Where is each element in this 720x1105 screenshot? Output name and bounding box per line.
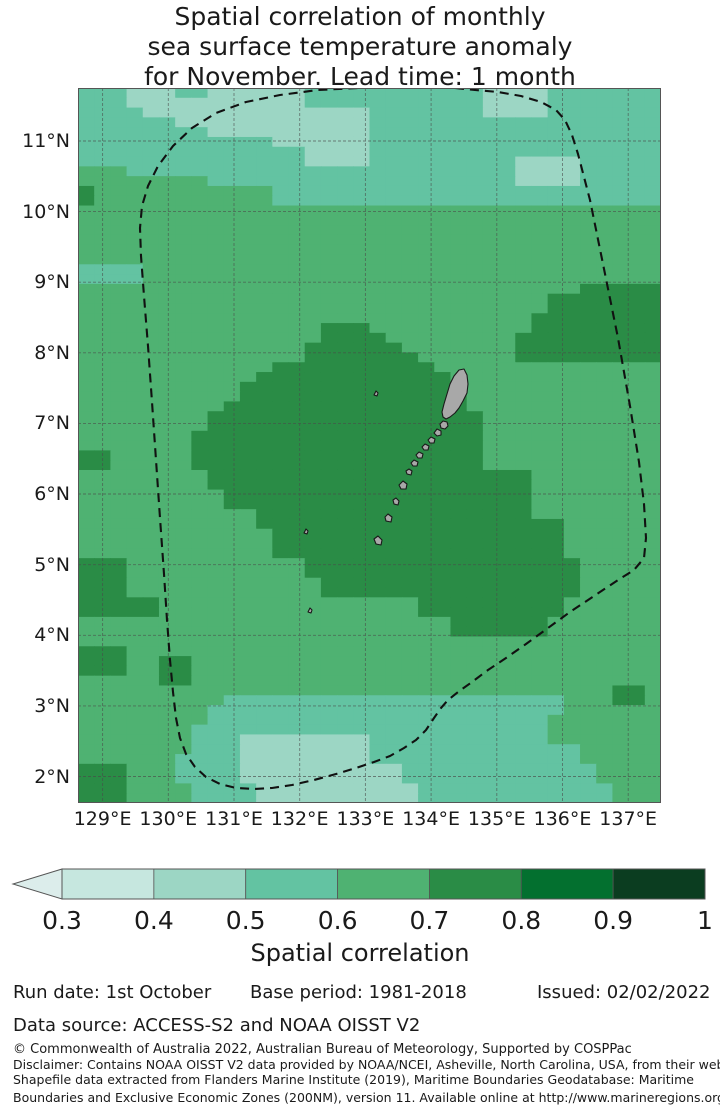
y-axis-tick: 6°N (34, 483, 70, 505)
copyright-notice: © Commonwealth of Australia 2022, Austra… (13, 1042, 632, 1057)
run-date: Run date: 1st October (13, 982, 212, 1003)
x-axis-tick: 137°E (599, 808, 658, 830)
y-axis-tick: 10°N (22, 200, 70, 223)
colorbar-tick: 0.4 (134, 906, 174, 935)
disclaimer-line-1: Disclaimer: Contains NOAA OISST V2 data … (13, 1057, 720, 1072)
colorbar-tick: 0.9 (593, 906, 633, 935)
x-axis-tick: 135°E (467, 808, 526, 830)
x-axis-tick: 129°E (73, 808, 132, 830)
y-axis-tick: 5°N (34, 553, 70, 576)
y-axis-tick: 3°N (34, 694, 70, 717)
y-axis-tick: 11°N (22, 130, 70, 152)
y-axis-tick: 8°N (34, 341, 70, 364)
colorbar-tick: 0.3 (42, 906, 82, 935)
disclaimer-line-2: Shapefile data extracted from Flanders M… (13, 1072, 694, 1087)
map-plot-area[interactable]: 11°N 10°N 9°N 8°N 7°N 6°N 5°N 4°N 3°N 2°N 129°E 13… (22, 88, 661, 829)
issued-date: Issued: 02/02/2022 (537, 982, 711, 1003)
x-axis-tick: 133°E (336, 808, 395, 830)
colorbar-tick: 1 (697, 906, 713, 935)
footer: Run date: 1st October Base period: 1981-… (13, 982, 720, 1105)
x-axis-tick: 132°E (270, 808, 329, 830)
colorbar-tick: 0.7 (409, 906, 450, 935)
data-source: Data source: ACCESS-S2 and NOAA OISST V2 (13, 1015, 421, 1036)
heatmap-cells (78, 88, 661, 803)
colorbar-tick: 0.5 (225, 906, 266, 935)
y-axis-tick: 7°N (34, 412, 70, 435)
y-axis-tick: 4°N (34, 624, 70, 647)
colorbar[interactable]: 0.3 0.4 0.5 0.6 0.7 0.8 0.9 1 Spatial correlati… (0, 862, 720, 966)
colorbar-tick: 0.8 (501, 906, 542, 935)
disclaimer-line-3: Boundaries and Exclusive Economic Zones … (13, 1090, 720, 1105)
chart-title: Spatial correlation of monthly sea surfa… (144, 2, 576, 91)
colorbar-swatches[interactable] (0, 862, 720, 906)
colorbar-tick: 0.6 (317, 906, 358, 935)
correlation-heatmap[interactable] (78, 88, 661, 803)
footer-run-row: Run date: 1st October Base period: 1981-… (13, 982, 720, 1008)
x-axis-tick: 130°E (139, 808, 198, 830)
palau-island-polygon (303, 368, 469, 614)
y-axis-tick: 2°N (34, 765, 70, 788)
colorbar-label: Spatial correlation (250, 939, 470, 967)
base-period: Base period: 1981-2018 (250, 982, 467, 1003)
x-axis-tick: 136°E (533, 808, 592, 830)
x-axis-tick: 134°E (402, 808, 460, 830)
x-axis-tick: 131°E (205, 808, 263, 830)
y-axis-tick: 9°N (34, 271, 70, 294)
map-gridlines (78, 88, 661, 803)
